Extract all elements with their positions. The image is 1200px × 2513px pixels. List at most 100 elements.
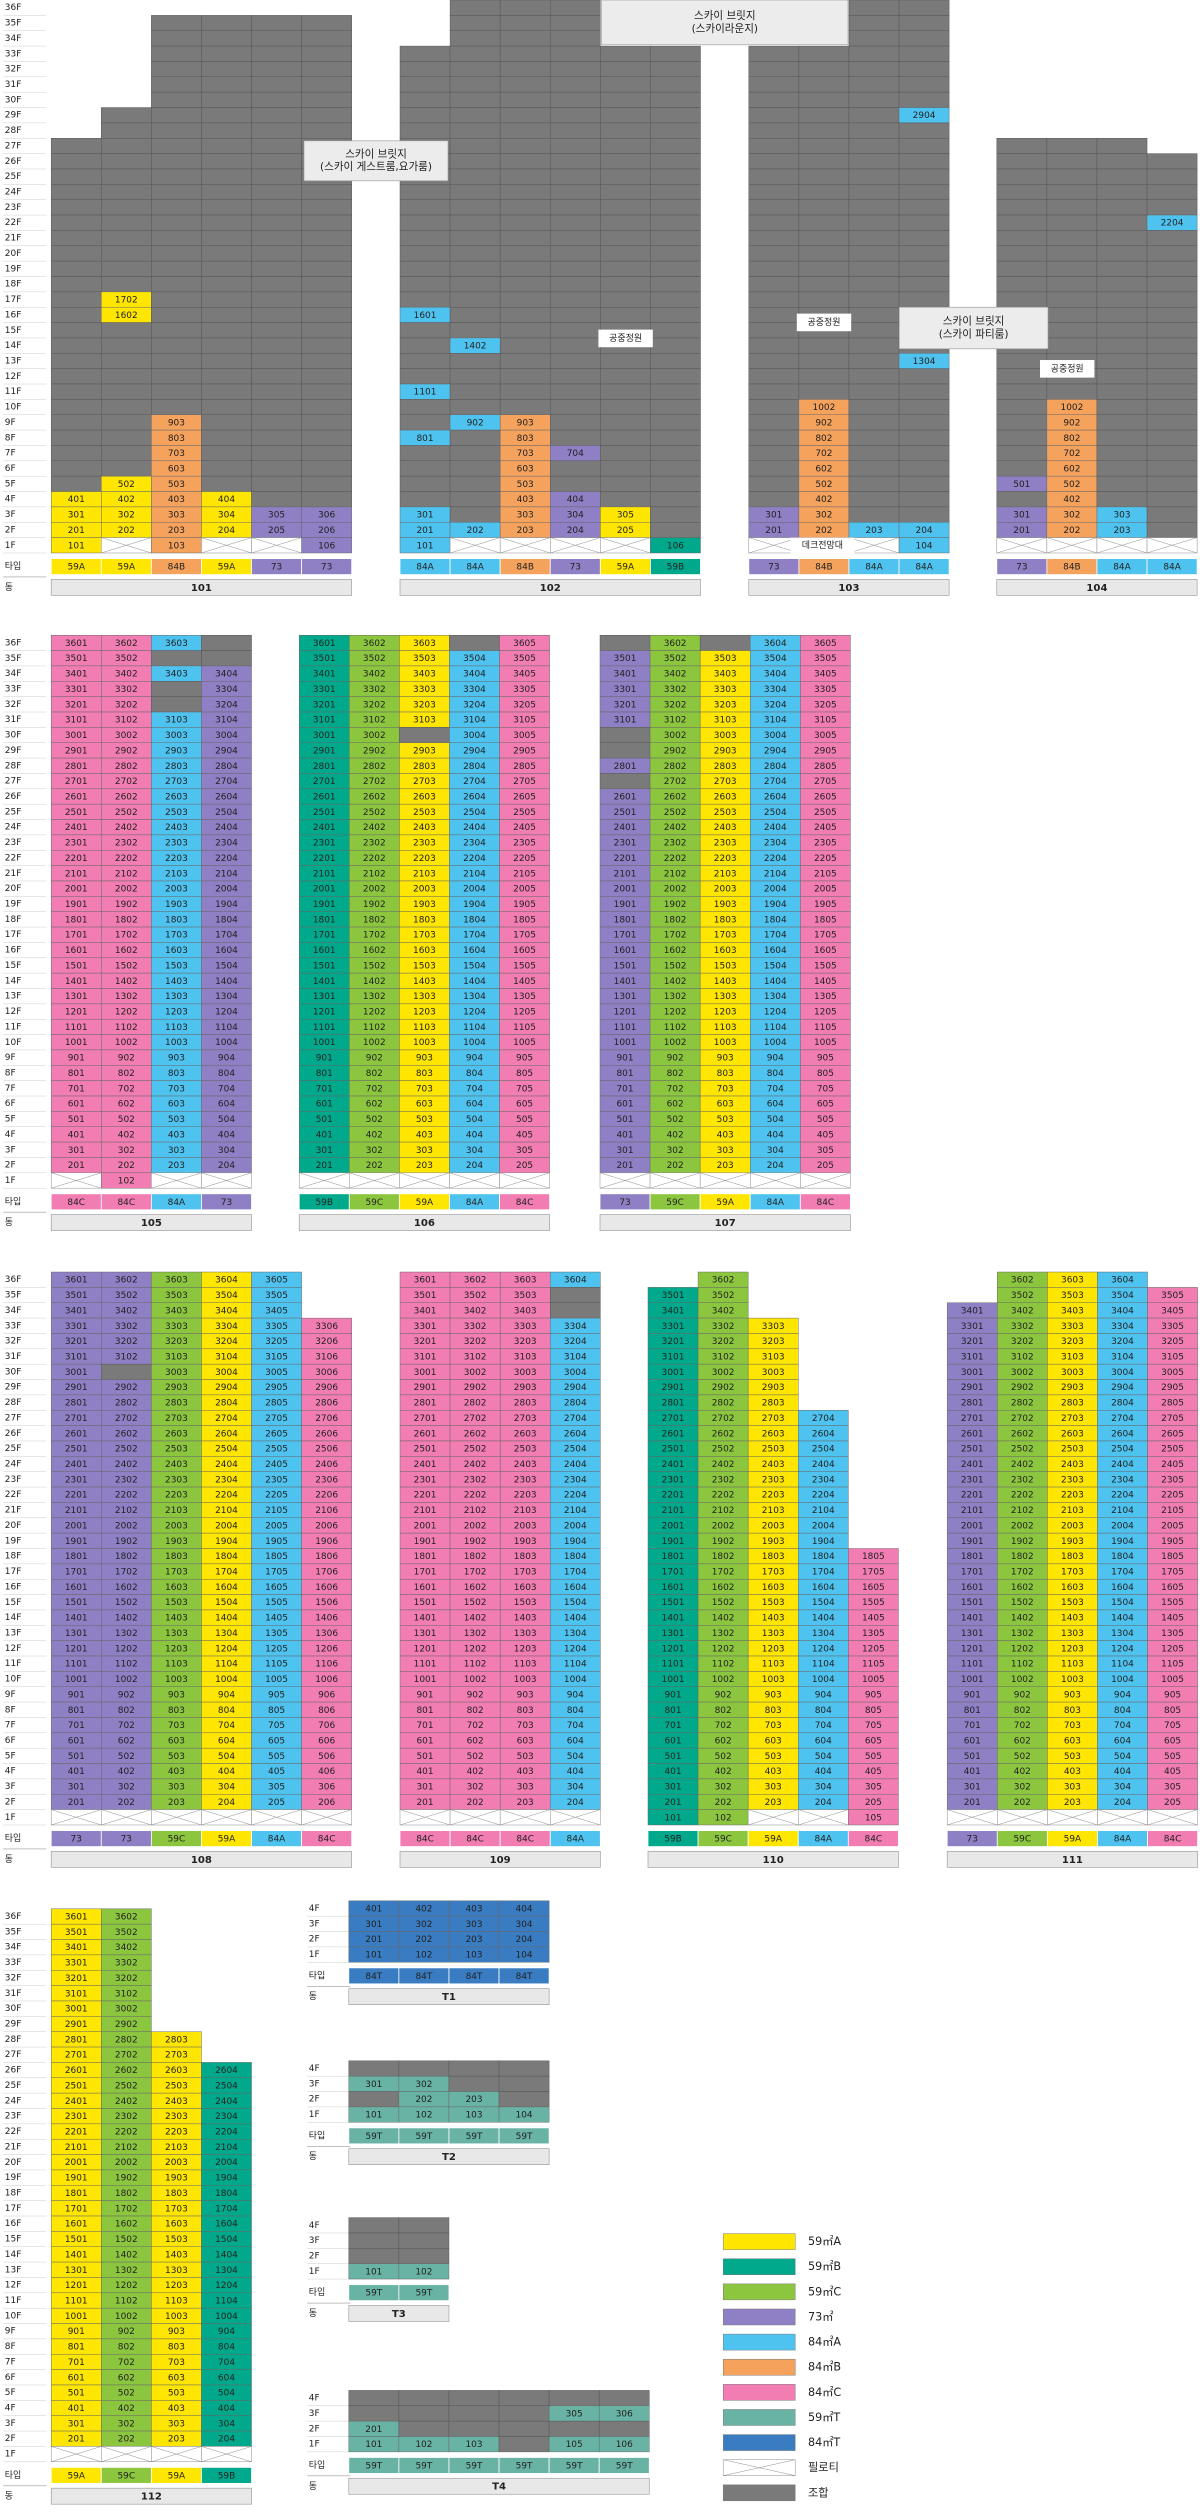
unit-number: 3001 bbox=[65, 1368, 88, 1378]
type-code: 84B bbox=[1063, 563, 1081, 573]
unit-number: 303 bbox=[416, 1146, 433, 1156]
unit-number: 601 bbox=[964, 1736, 981, 1746]
floor-label: 1F bbox=[5, 1176, 16, 1186]
unit-number: 1302 bbox=[115, 1629, 138, 1639]
unit-number: 1502 bbox=[712, 1598, 735, 1608]
unit-number: 1104 bbox=[215, 1660, 238, 1670]
union-cell bbox=[1146, 475, 1198, 492]
floor-label: 11F bbox=[5, 2296, 22, 2306]
unit-number: 2701 bbox=[313, 777, 336, 787]
unit-number: 1503 bbox=[413, 961, 436, 971]
union-cell bbox=[1096, 245, 1148, 262]
floor-label: 3F bbox=[309, 2236, 320, 2246]
union-cell bbox=[898, 76, 950, 93]
unit-number: 3102 bbox=[115, 1989, 138, 1999]
type-code: 84A bbox=[1113, 563, 1131, 573]
floor-label: 32F bbox=[5, 1973, 22, 1983]
union-cell bbox=[398, 2390, 450, 2407]
floor-label: 34F bbox=[5, 1943, 22, 1953]
union-cell bbox=[1096, 199, 1148, 216]
unit-number: 2204 bbox=[812, 1491, 835, 1501]
unit-number: 605 bbox=[516, 1100, 533, 1110]
floor-label: 4F bbox=[5, 495, 16, 505]
unit-number: 502 bbox=[467, 1752, 484, 1762]
union-cell bbox=[600, 445, 651, 462]
unit-number: 201 bbox=[68, 1161, 85, 1171]
unit-number: 1206 bbox=[315, 1644, 338, 1654]
legend-swatch bbox=[722, 2308, 796, 2326]
unit-number: 304 bbox=[218, 1146, 235, 1156]
union-cell bbox=[600, 276, 651, 293]
union-cell bbox=[101, 199, 152, 216]
unit-number: 2405 bbox=[814, 823, 837, 833]
unit-number: 2501 bbox=[65, 2081, 88, 2091]
unit-number: 401 bbox=[68, 2404, 85, 2414]
unit-number: 904 bbox=[218, 1054, 235, 1064]
unit-number: 2501 bbox=[961, 1445, 984, 1455]
unit-number: 2604 bbox=[463, 792, 486, 802]
unit-number: 202 bbox=[1063, 526, 1080, 536]
unit-number: 803 bbox=[168, 1069, 185, 1079]
unit-number: 1003 bbox=[165, 2312, 188, 2322]
union-cell bbox=[1096, 383, 1148, 400]
union-cell bbox=[650, 306, 701, 323]
unit-number: 2204 bbox=[1161, 219, 1184, 229]
unit-number: 1902 bbox=[115, 900, 138, 910]
building-name: 109 bbox=[490, 1855, 511, 1866]
unit-number: 801 bbox=[616, 1069, 633, 1079]
unit-number: 3101 bbox=[65, 1989, 88, 1999]
unit-number: 1105 bbox=[1161, 1660, 1184, 1670]
unit-number: 3205 bbox=[513, 700, 536, 710]
unit-number: 106 bbox=[616, 2440, 633, 2450]
unit-number: 401 bbox=[68, 495, 85, 505]
building-bar bbox=[996, 579, 1198, 596]
unit-number: 2105 bbox=[265, 1506, 288, 1516]
unit-number: 1205 bbox=[1161, 1644, 1184, 1654]
union-cell bbox=[201, 650, 252, 667]
unit-number: 802 bbox=[366, 1069, 383, 1079]
union-cell bbox=[151, 184, 202, 200]
union-cell bbox=[498, 2091, 550, 2108]
union-cell bbox=[1096, 291, 1148, 308]
unit-number: 2305 bbox=[1161, 1475, 1184, 1485]
union-cell bbox=[650, 368, 701, 385]
floor-label: 25F bbox=[5, 1444, 22, 1454]
unit-number: 201 bbox=[616, 1161, 633, 1171]
building-row-label: 동 bbox=[309, 1991, 317, 2002]
unit-number: 902 bbox=[467, 1690, 484, 1700]
floor-label: 4F bbox=[309, 2221, 320, 2231]
union-cell bbox=[549, 353, 601, 369]
union-cell bbox=[848, 291, 900, 308]
union-cell bbox=[50, 353, 102, 369]
unit-number: 2103 bbox=[762, 1506, 785, 1516]
unit-number: 1101 bbox=[65, 1023, 88, 1033]
unit-number: 904 bbox=[567, 1690, 584, 1700]
union-cell bbox=[548, 2390, 600, 2407]
floor-label: 24F bbox=[5, 823, 22, 833]
unit-number: 1705 bbox=[1161, 1568, 1184, 1578]
piloti-cross bbox=[349, 1172, 400, 1189]
union-cell bbox=[151, 368, 202, 385]
unit-number: 2802 bbox=[115, 762, 138, 772]
unit-number: 1101 bbox=[65, 2296, 88, 2306]
unit-number: 1303 bbox=[165, 2266, 188, 2276]
floor-label: 26F bbox=[5, 2066, 22, 2076]
unit-number: 1702 bbox=[464, 1568, 487, 1578]
type-cell bbox=[898, 558, 950, 575]
unit-number: 1202 bbox=[363, 1008, 386, 1018]
unit-number: 1703 bbox=[1061, 1568, 1084, 1578]
unit-number: 1203 bbox=[762, 1644, 785, 1654]
union-cell bbox=[650, 61, 701, 78]
unit-number: 2501 bbox=[65, 1445, 88, 1455]
union-cell bbox=[549, 45, 601, 62]
unit-number: 1502 bbox=[1011, 1598, 1034, 1608]
unit-number: 904 bbox=[1114, 1690, 1131, 1700]
unit-number: 503 bbox=[765, 1752, 782, 1762]
floor-label: 30F bbox=[5, 95, 22, 105]
union-cell bbox=[1096, 445, 1148, 462]
unit-number: 902 bbox=[118, 1054, 135, 1064]
unit-number: 2502 bbox=[464, 1445, 487, 1455]
type-code: 73 bbox=[570, 563, 581, 573]
unit-number: 2802 bbox=[712, 1399, 735, 1409]
floor-label: 17F bbox=[5, 295, 22, 305]
